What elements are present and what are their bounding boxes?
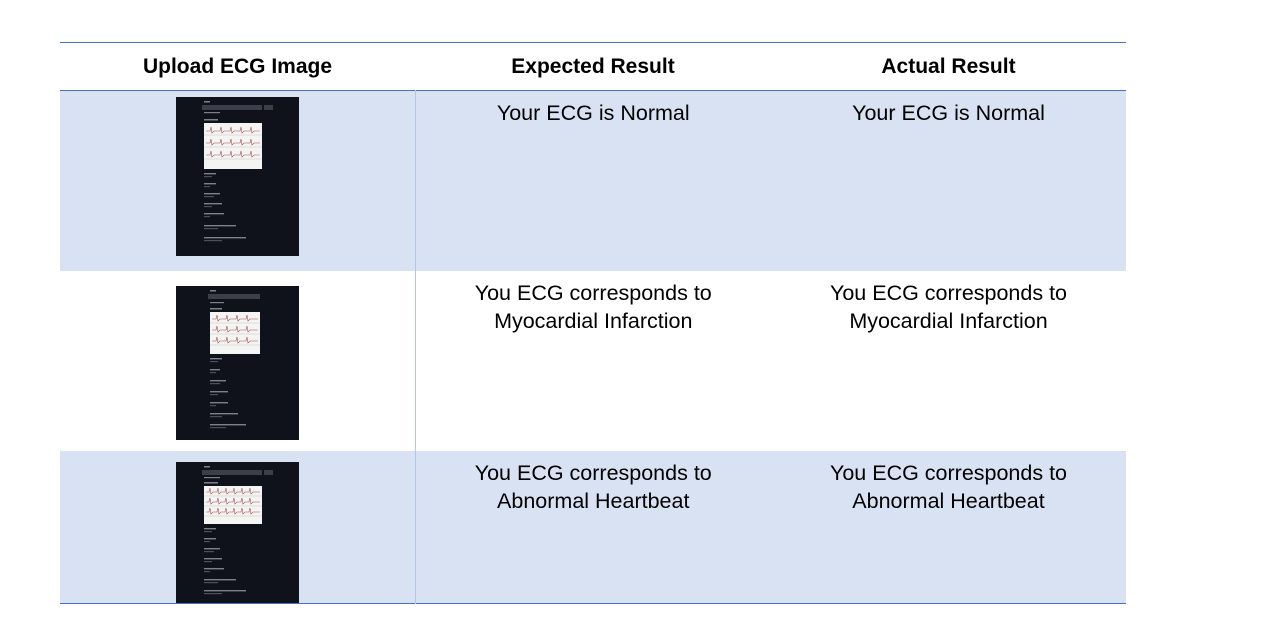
- test-results-table: Upload ECG Image Expected Result Actual …: [60, 42, 1126, 604]
- actual-result-cell: You ECG corresponds to Myocardial Infarc…: [771, 271, 1126, 451]
- ecg-screenshot-thumbnail: [175, 461, 299, 603]
- actual-result-line-2: Myocardial Infarction: [849, 308, 1048, 333]
- table-row: You ECG corresponds to Abnormal Heartbea…: [60, 450, 1126, 604]
- expected-result-line-1: You ECG corresponds to: [474, 280, 712, 305]
- table-body: Your ECG is Normal Your ECG is Normal: [60, 90, 1126, 604]
- expected-result-line-2: Myocardial Infarction: [494, 308, 693, 333]
- table-row: You ECG corresponds to Myocardial Infarc…: [60, 270, 1126, 451]
- ecg-screenshot-thumbnail: [175, 285, 299, 440]
- header-row: Upload ECG Image Expected Result Actual …: [60, 42, 1126, 91]
- expected-result-text: Your ECG is Normal: [496, 101, 690, 125]
- ecg-image-cell: [60, 270, 416, 451]
- expected-result-line-1: You ECG corresponds to: [474, 460, 712, 485]
- actual-result-line-1: You ECG corresponds to: [829, 460, 1068, 485]
- actual-result-line-2: Abnormal Heartbeat: [852, 488, 1045, 513]
- expected-result-cell: You ECG corresponds to Abnormal Heartbea…: [415, 451, 771, 604]
- actual-result-cell: You ECG corresponds to Abnormal Heartbea…: [771, 451, 1126, 604]
- table-row: Your ECG is Normal Your ECG is Normal: [60, 90, 1126, 271]
- actual-result-cell: Your ECG is Normal: [771, 91, 1126, 271]
- ecg-screenshot-thumbnail: [175, 97, 299, 256]
- expected-result-line-2: Abnormal Heartbeat: [497, 488, 690, 513]
- expected-result-cell: You ECG corresponds to Myocardial Infarc…: [415, 271, 771, 451]
- actual-result-line-1: You ECG corresponds to: [829, 280, 1068, 305]
- header-actual-result: Actual Result: [881, 54, 1016, 78]
- expected-result-cell: Your ECG is Normal: [415, 91, 771, 271]
- ecg-image-cell: [60, 90, 416, 271]
- header-upload-ecg-image: Upload ECG Image: [142, 54, 333, 78]
- header-expected-result: Expected Result: [511, 54, 675, 78]
- table-header: Upload ECG Image Expected Result Actual …: [60, 42, 1126, 91]
- actual-result-text: Your ECG is Normal: [852, 101, 1045, 125]
- ecg-image-cell: [60, 450, 416, 603]
